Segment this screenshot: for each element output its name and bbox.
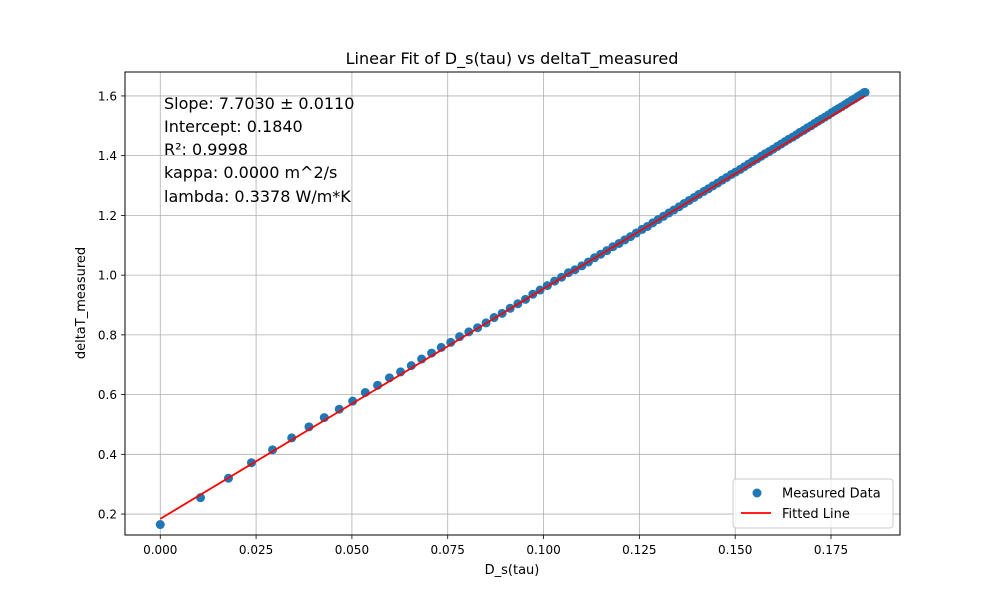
data-point xyxy=(287,433,297,443)
legend-box xyxy=(732,478,894,529)
y-tick-label: 0.4 xyxy=(98,448,117,462)
x-tick-label: 0.050 xyxy=(335,543,369,557)
data-point xyxy=(334,404,344,414)
data-point xyxy=(406,361,416,371)
data-point xyxy=(155,520,165,530)
x-axis-label: D_s(tau) xyxy=(485,563,540,578)
legend-label-fitted: Fitted Line xyxy=(782,507,850,522)
chart-title: Linear Fit of D_s(tau) vs deltaT_measure… xyxy=(346,49,679,69)
annotation-intercept: Intercept: 0.1840 xyxy=(164,117,303,136)
x-tick-label: 0.025 xyxy=(239,543,273,557)
grid xyxy=(125,72,900,535)
legend-label-measured: Measured Data xyxy=(782,487,881,502)
data-point xyxy=(348,396,358,406)
y-tick-label: 0.8 xyxy=(98,328,117,342)
x-tick-label: 0.125 xyxy=(622,543,656,557)
fitted-line xyxy=(159,94,866,520)
fit-annotation: Slope: 7.7030 ± 0.0110 Intercept: 0.1840… xyxy=(164,94,354,206)
annotation-r-squared: R²: 0.9998 xyxy=(164,140,248,159)
legend-marker-measured xyxy=(752,488,762,498)
x-axis-ticks: 0.000 0.025 0.050 0.075 0.100 0.125 0.150 0.175 xyxy=(143,535,848,557)
data-point xyxy=(446,337,456,347)
annotation-slope: Slope: 7.7030 ± 0.0110 xyxy=(164,94,354,113)
y-tick-label: 1.4 xyxy=(98,149,117,163)
axes-frame xyxy=(124,71,901,536)
y-tick-label: 0.2 xyxy=(98,508,117,522)
annotation-lambda: lambda: 0.3378 W/m*K xyxy=(164,187,351,206)
y-axis-ticks: 0.2 0.4 0.6 0.8 1.0 1.2 1.4 1.6 xyxy=(98,89,125,522)
x-tick-label: 0.075 xyxy=(431,543,465,557)
data-points xyxy=(155,87,870,530)
x-tick-label: 0.000 xyxy=(143,543,177,557)
x-tick-label: 0.175 xyxy=(814,543,848,557)
y-tick-label: 0.6 xyxy=(98,388,117,402)
y-tick-label: 1.6 xyxy=(98,89,117,103)
annotation-kappa: kappa: 0.0000 m^2/s xyxy=(164,163,337,182)
legend: Measured Data Fitted Line xyxy=(732,478,894,529)
x-tick-label: 0.100 xyxy=(526,543,560,557)
data-point xyxy=(455,332,465,342)
fit-line-layer xyxy=(159,94,866,520)
data-point xyxy=(860,87,870,97)
y-tick-label: 1.0 xyxy=(98,269,117,283)
y-axis-label: deltaT_measured xyxy=(74,247,89,359)
x-tick-label: 0.150 xyxy=(718,543,752,557)
y-tick-label: 1.2 xyxy=(98,209,117,223)
